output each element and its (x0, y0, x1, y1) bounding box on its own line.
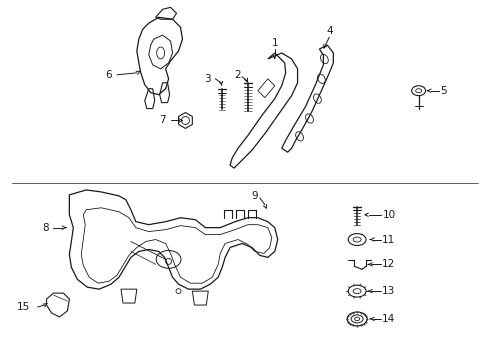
Text: 2: 2 (235, 70, 242, 80)
Text: 12: 12 (382, 259, 395, 269)
Text: 4: 4 (326, 26, 333, 36)
Text: 10: 10 (382, 210, 395, 220)
Text: 5: 5 (440, 86, 447, 96)
Text: 11: 11 (382, 234, 395, 244)
Text: 15: 15 (17, 302, 30, 312)
Text: 3: 3 (204, 74, 211, 84)
Text: 7: 7 (159, 116, 166, 126)
Text: 14: 14 (382, 314, 395, 324)
Text: 13: 13 (382, 286, 395, 296)
Text: 1: 1 (271, 38, 278, 48)
Text: 8: 8 (42, 222, 49, 233)
Text: 9: 9 (251, 191, 258, 201)
Text: 6: 6 (106, 70, 112, 80)
